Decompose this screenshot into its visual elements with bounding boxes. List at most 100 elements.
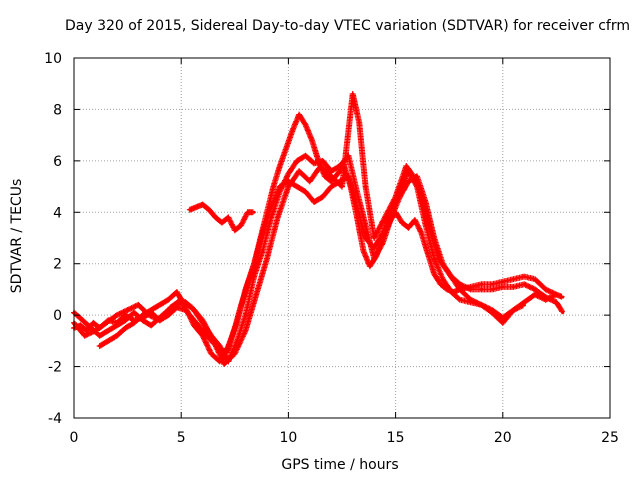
- data-point: [338, 164, 342, 168]
- data-point: [329, 185, 333, 189]
- data-point: [561, 311, 565, 315]
- data-point: [252, 275, 256, 279]
- data-point: [406, 226, 410, 230]
- x-tick-label: 15: [387, 430, 405, 446]
- y-tick-label: 8: [53, 102, 62, 118]
- data-point: [544, 298, 548, 302]
- data-point: [329, 179, 333, 183]
- data-point: [222, 362, 226, 366]
- data-point: [297, 169, 301, 173]
- data-point: [522, 275, 526, 279]
- data-point: [188, 208, 192, 212]
- data-point: [447, 272, 451, 276]
- data-point: [295, 185, 299, 189]
- y-tick-label: 4: [53, 205, 62, 221]
- data-point: [304, 123, 308, 127]
- data-point: [501, 285, 505, 289]
- data-point: [209, 352, 213, 356]
- chart-title: Day 320 of 2015, Sidereal Day-to-day VTE…: [65, 18, 630, 34]
- data-point: [271, 185, 275, 189]
- data-point: [201, 329, 205, 333]
- data-point: [91, 321, 95, 325]
- series-track-5: [186, 201, 256, 234]
- data-point: [183, 305, 187, 309]
- data-point: [512, 277, 516, 281]
- data-point: [522, 282, 526, 286]
- series-markers: [71, 91, 559, 367]
- data-point: [479, 282, 483, 286]
- y-tick-label: 6: [53, 154, 62, 170]
- data-point: [501, 321, 505, 325]
- data-point: [104, 321, 108, 325]
- data-point: [233, 228, 237, 232]
- grid: [74, 58, 610, 418]
- data-point: [194, 205, 198, 209]
- x-axis-label: GPS time / hours: [281, 457, 399, 473]
- data-point: [265, 257, 269, 261]
- data-point: [115, 323, 119, 327]
- data-point: [533, 277, 537, 281]
- x-tick-label: 0: [70, 430, 79, 446]
- data-point: [346, 174, 350, 178]
- data-point: [436, 257, 440, 261]
- data-point: [400, 221, 404, 225]
- data-point: [329, 169, 333, 173]
- data-point: [286, 185, 290, 189]
- data-point: [246, 210, 250, 214]
- data-point: [233, 352, 237, 356]
- data-point: [533, 293, 537, 297]
- y-tick-label: -2: [48, 360, 62, 376]
- x-tick-label: 20: [494, 430, 512, 446]
- data-point: [123, 313, 127, 317]
- data-point: [406, 179, 410, 183]
- data-point: [106, 339, 110, 343]
- plot-frame: [73, 57, 611, 419]
- data-point: [404, 164, 408, 168]
- data-point: [235, 321, 239, 325]
- data-point: [226, 344, 230, 348]
- data-point: [252, 210, 256, 214]
- data-point: [364, 236, 368, 240]
- data-point: [278, 164, 282, 168]
- data-point: [158, 318, 162, 322]
- data-point: [201, 203, 205, 207]
- data-point: [254, 293, 258, 297]
- data-point: [132, 311, 136, 315]
- data-point: [469, 287, 473, 291]
- data-point: [261, 231, 265, 235]
- data-point: [355, 190, 359, 194]
- data-point: [426, 251, 430, 255]
- data-point: [81, 318, 85, 322]
- data-point: [449, 290, 453, 294]
- x-tick-label: 10: [279, 430, 297, 446]
- data-point: [419, 231, 423, 235]
- data-point: [220, 221, 224, 225]
- data-point: [372, 236, 376, 240]
- data-point: [458, 287, 462, 291]
- data-point: [533, 287, 537, 291]
- data-point: [321, 195, 325, 199]
- data-point: [554, 293, 558, 297]
- data-point: [351, 92, 355, 96]
- data-point: [312, 161, 316, 165]
- data-point: [479, 303, 483, 307]
- data-point: [490, 282, 494, 286]
- data-point: [136, 303, 140, 307]
- data-point: [166, 298, 170, 302]
- data-point: [244, 329, 248, 333]
- data-point: [93, 329, 97, 333]
- series-markers: [71, 152, 565, 365]
- data-point: [501, 316, 505, 320]
- data-point: [372, 246, 376, 250]
- data-point: [286, 179, 290, 183]
- data-point: [432, 257, 436, 261]
- data-point: [469, 300, 473, 304]
- data-point: [340, 185, 344, 189]
- data-point: [214, 215, 218, 219]
- data-point: [544, 287, 548, 291]
- data-point: [329, 174, 333, 178]
- data-point: [132, 321, 136, 325]
- data-point: [244, 287, 248, 291]
- data-point: [336, 172, 340, 176]
- data-point: [368, 264, 372, 268]
